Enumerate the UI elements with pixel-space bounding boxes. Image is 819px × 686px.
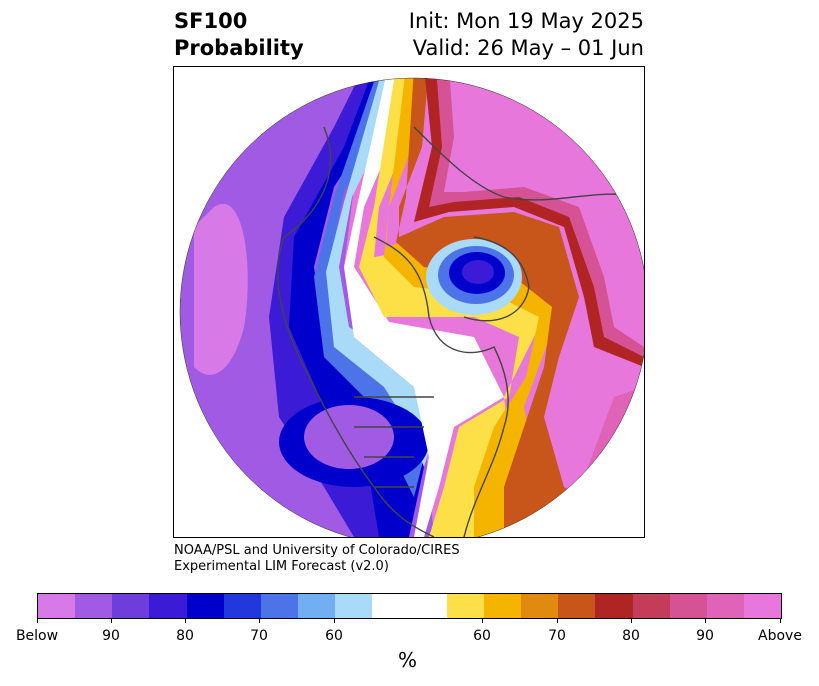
colorbar-swatch xyxy=(409,594,447,618)
forecast-dates: Init: Mon 19 May 2025 Valid: 26 May – 01… xyxy=(409,8,644,62)
colorbar-swatch xyxy=(558,594,596,618)
colorbar-tick-label: 60 xyxy=(325,628,343,644)
colorbar xyxy=(37,593,782,619)
colorbar-swatch xyxy=(669,594,707,618)
colorbar-tickmark xyxy=(37,618,38,623)
polar-map xyxy=(179,77,644,537)
probability-field xyxy=(180,78,644,537)
colorbar-swatch xyxy=(186,594,224,618)
colorbar-tickmark xyxy=(631,618,632,623)
colorbar-swatch xyxy=(706,594,744,618)
coastlines xyxy=(277,126,644,537)
colorbar-tick-label: 90 xyxy=(102,628,120,644)
colorbar-swatch xyxy=(75,594,113,618)
colorbar-tickmark xyxy=(705,618,706,623)
colorbar-tickmark xyxy=(557,618,558,623)
colorbar-tick-label: 60 xyxy=(473,628,491,644)
colorbar-tick-label: 80 xyxy=(176,628,194,644)
colorbar-tick-label: Above xyxy=(758,628,802,644)
colorbar-tick-label: 90 xyxy=(696,628,714,644)
colorbar-swatch xyxy=(223,594,261,618)
colorbar-swatch xyxy=(521,594,559,618)
credit-line-2: Experimental LIM Forecast (v2.0) xyxy=(174,559,389,574)
colorbar-swatch xyxy=(260,594,299,618)
colorbar-tick-label: 70 xyxy=(548,628,566,644)
colorbar-swatch xyxy=(298,594,336,618)
map-title: SF100 Probability xyxy=(174,8,304,62)
map-panel xyxy=(173,66,645,538)
colorbar-swatch xyxy=(743,594,782,618)
colorbar-swatch xyxy=(483,594,522,618)
init-date: Init: Mon 19 May 2025 xyxy=(408,9,644,33)
credit-line-1: NOAA/PSL and University of Colorado/CIRE… xyxy=(174,543,460,558)
colorbar-tickmark xyxy=(780,618,781,623)
colorbar-swatch xyxy=(38,594,76,618)
colorbar-tickmark xyxy=(185,618,186,623)
colorbar-tick-label: 70 xyxy=(250,628,268,644)
valid-range: Valid: 26 May – 01 Jun xyxy=(412,36,644,60)
colorbar-swatch xyxy=(112,594,150,618)
colorbar-swatch xyxy=(372,594,410,618)
colorbar-unit: % xyxy=(398,648,418,672)
colorbar-swatch xyxy=(632,594,670,618)
colorbar-swatch xyxy=(335,594,373,618)
colorbar-swatch xyxy=(446,594,484,618)
colorbar-tickmark xyxy=(334,618,335,623)
data-credit: NOAA/PSL and University of Colorado/CIRE… xyxy=(174,543,460,575)
colorbar-tickmark xyxy=(111,618,112,623)
colorbar-swatch xyxy=(149,594,187,618)
colorbar-tickmark xyxy=(482,618,483,623)
colorbar-tick-label: 80 xyxy=(622,628,640,644)
colorbar-tickmark xyxy=(259,618,260,623)
title-line-2: Probability xyxy=(174,36,304,60)
title-line-1: SF100 xyxy=(174,9,248,33)
colorbar-tick-label: Below xyxy=(15,628,59,644)
colorbar-swatch xyxy=(595,594,633,618)
